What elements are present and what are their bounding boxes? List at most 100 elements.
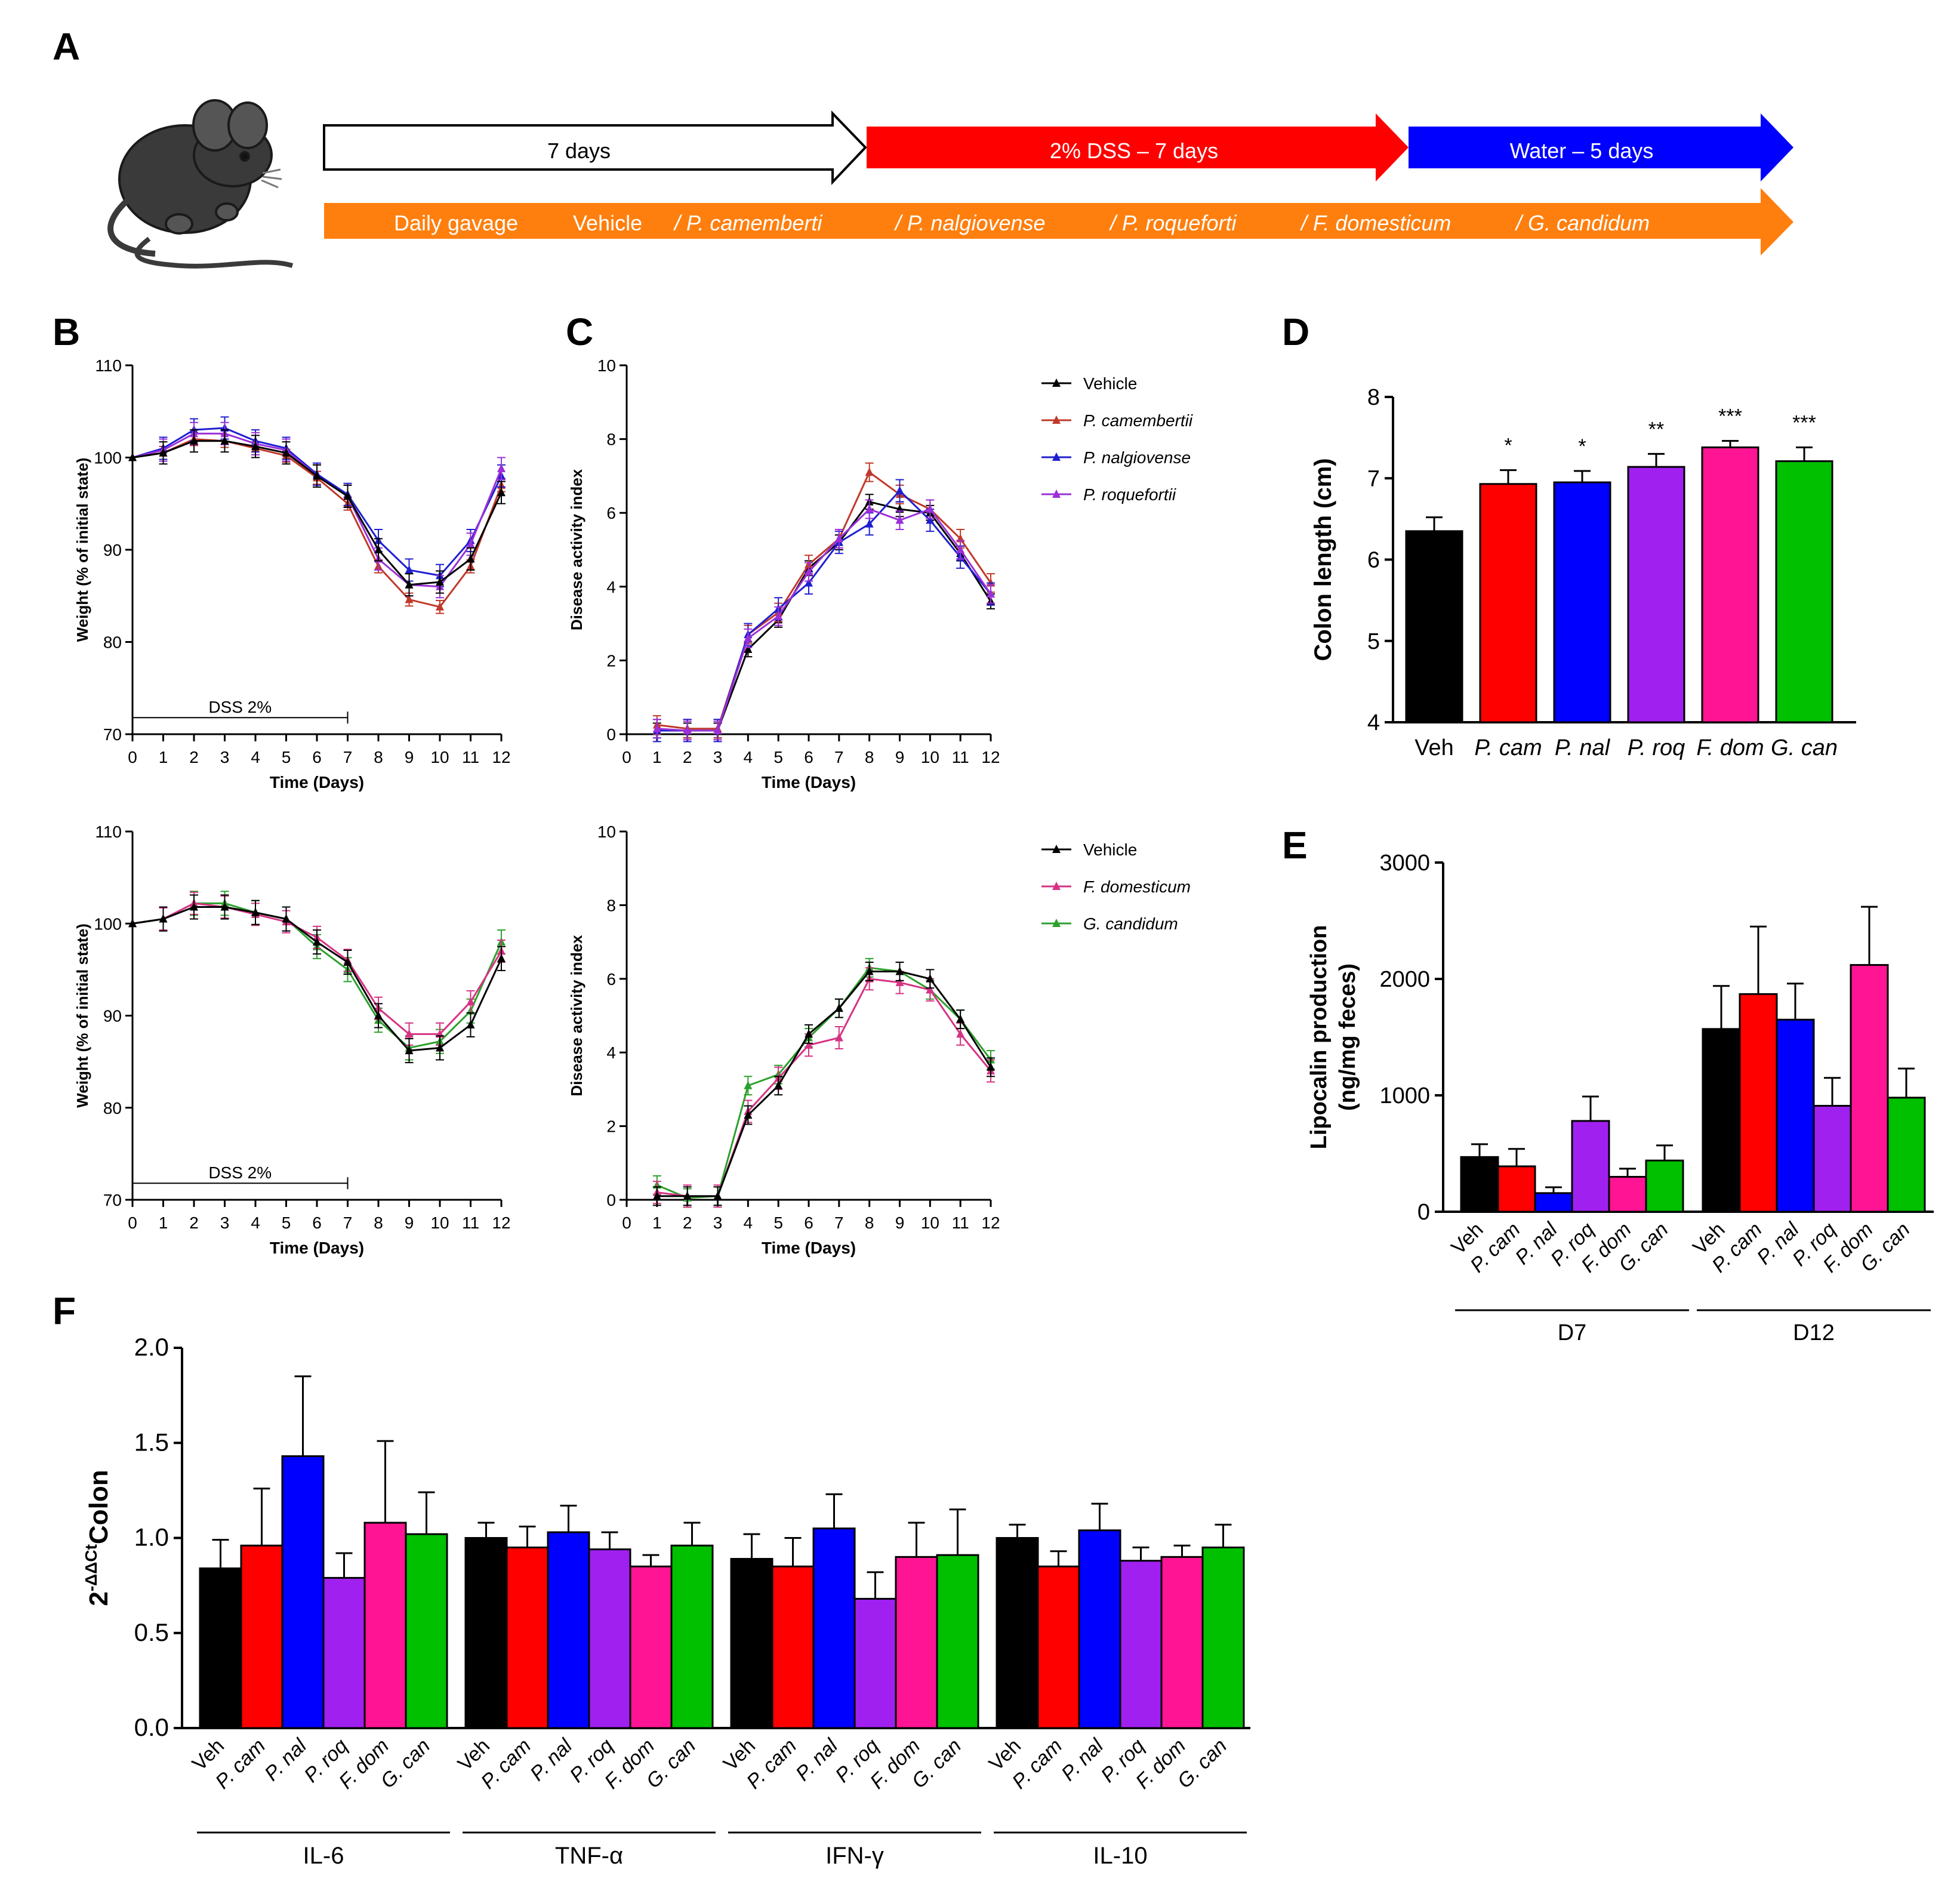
bar: [405, 1533, 448, 1729]
data-point-p-roquefortii: [652, 723, 661, 732]
x-tick-label: 3: [220, 1214, 230, 1232]
x-tick-label: 12: [492, 1214, 510, 1232]
data-point-vehicle: [805, 1029, 813, 1038]
bar: [199, 1567, 242, 1729]
x-tick-label: 4: [744, 748, 753, 766]
x-axis-title: Time (Days): [762, 1239, 856, 1257]
y-axis-title: 2-ΔΔCtColon: [82, 1470, 113, 1606]
x-tick-label: 12: [981, 748, 1000, 766]
data-point-p-roquefortii: [865, 504, 874, 513]
y-tick-label: 70: [103, 725, 122, 744]
y-tick-label: 2.0: [134, 1333, 169, 1361]
y-tick-label: 110: [95, 823, 122, 841]
data-point-vehicle: [282, 914, 291, 923]
x-tick-label: 6: [804, 1214, 813, 1232]
y-tick-label: 0.5: [134, 1618, 169, 1646]
y-tick-label: 0.0: [134, 1713, 169, 1741]
x-tick-label: 5: [773, 748, 783, 766]
bar: [1608, 1176, 1647, 1213]
bar: [1739, 993, 1778, 1213]
gavage-item-proq: / P. roqueforti: [1108, 211, 1237, 235]
y-tick-label: 100: [94, 449, 122, 467]
data-point-vehicle: [744, 1110, 753, 1119]
bar: [1201, 1546, 1245, 1729]
x-tick-label: F. dom: [1696, 735, 1764, 760]
timeline-arrow-dss-label: 2% DSS – 7 days: [1050, 138, 1218, 163]
bar: [812, 1527, 856, 1729]
group-label: D7: [1558, 1320, 1587, 1345]
y-axis-title-line2: (ng/mg feces): [1335, 963, 1360, 1111]
y-axis-title-superscript: -ΔΔCt: [82, 1544, 100, 1591]
data-point-p-nalgiovense: [926, 515, 935, 524]
x-tick-label: 10: [921, 748, 939, 766]
series-line-p-camembertii: [657, 470, 992, 730]
group-label: IL-10: [1093, 1843, 1147, 1869]
data-point-p-roquefortii: [956, 545, 965, 553]
data-point-vehicle: [774, 1080, 783, 1089]
series-line-p-roquefortii: [657, 508, 992, 732]
x-tick-label: 6: [804, 748, 813, 766]
bar: [670, 1544, 714, 1729]
x-tick-label: 1: [159, 1214, 168, 1232]
y-tick-label: 3000: [1379, 851, 1430, 876]
bar: [730, 1558, 773, 1729]
bar: [853, 1597, 897, 1729]
y-tick-label: 4: [606, 578, 616, 596]
bar: [1775, 460, 1833, 723]
bar: [936, 1554, 979, 1729]
y-tick-label: 10: [597, 356, 616, 375]
bar: [1702, 1028, 1741, 1213]
x-tick-label: 2: [189, 1214, 199, 1232]
x-tick-label: P. cam: [1474, 735, 1542, 760]
bar: [1776, 1018, 1815, 1213]
data-point-vehicle: [190, 902, 198, 911]
gavage-item-pcam: / P. camemberti: [673, 211, 822, 235]
x-tick-label: 7: [834, 1214, 844, 1232]
y-tick-label: 6: [606, 504, 616, 522]
x-tick-label: 10: [921, 1214, 939, 1232]
y-tick-label: 1000: [1379, 1083, 1430, 1108]
x-tick-label: 0: [128, 1214, 137, 1232]
series-line-g-candidum: [132, 902, 503, 1049]
legend-marker: [1052, 489, 1061, 498]
y-axis-title-line1: Lipocalin production: [1306, 925, 1332, 1150]
data-point-p-nalgiovense: [805, 578, 813, 587]
bar: [895, 1556, 938, 1729]
bar: [1160, 1556, 1204, 1729]
data-point-vehicle: [926, 974, 935, 983]
x-tick-label: 5: [282, 748, 291, 766]
bar: [363, 1522, 407, 1729]
y-tick-label: 80: [103, 633, 122, 652]
mouse-illustration: [107, 99, 294, 269]
significance-marker: *: [1504, 435, 1512, 457]
y-tick-label: 8: [606, 430, 616, 449]
bar: [1850, 964, 1889, 1213]
significance-marker: ***: [1792, 411, 1816, 434]
legend-label: G. candidum: [1083, 914, 1178, 933]
gavage-item-pnal: / P. nalgiovense: [893, 211, 1046, 235]
data-point-p-roquefortii: [713, 725, 722, 734]
colon-length-chart: 4 5 6 7 8 Veh * P. cam * P. nal ** P. roq *** F. dom *…: [1310, 385, 1856, 760]
bar: [1701, 446, 1759, 723]
y-tick-label: 1.5: [134, 1428, 169, 1456]
data-point-f-domesticum: [895, 977, 904, 986]
data-point-vehicle: [343, 957, 352, 966]
timeline-arrow-water: [1409, 113, 1793, 181]
bar: [1497, 1165, 1536, 1213]
data-point-p-roquefortii: [774, 611, 783, 620]
group-label: D12: [1793, 1320, 1835, 1345]
data-point-vehicle: [251, 441, 260, 450]
data-point-vehicle: [128, 919, 137, 928]
data-point-vehicle: [497, 953, 506, 962]
bar: [240, 1544, 283, 1729]
x-tick-label: 7: [343, 748, 353, 766]
panel-label-f: F: [53, 1289, 76, 1332]
y-tick-label: 8: [606, 896, 616, 914]
x-tick-label: 1: [159, 748, 168, 766]
x-tick-label: 8: [374, 1214, 383, 1232]
data-point-f-domesticum: [926, 985, 935, 994]
